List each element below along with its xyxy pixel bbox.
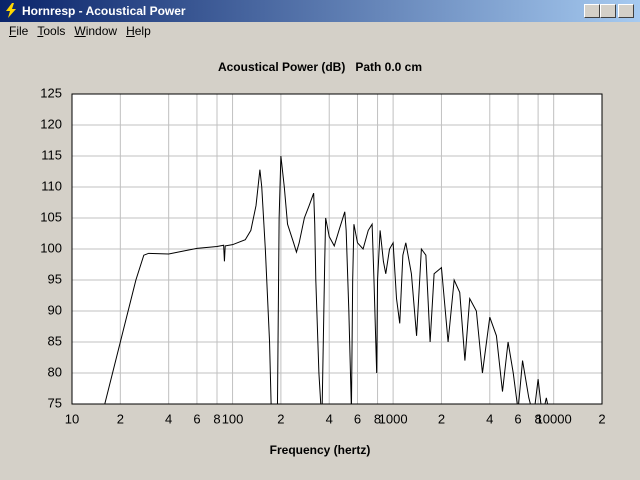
data-line <box>104 155 549 404</box>
close-button[interactable] <box>618 4 634 18</box>
x-tick-label: 1000 <box>379 411 408 426</box>
maximize-button[interactable] <box>600 4 616 18</box>
y-tick-label: 95 <box>48 271 62 286</box>
y-tick-label: 90 <box>48 302 62 317</box>
x-tick-label: 4 <box>486 411 493 426</box>
x-tick-label: 6 <box>514 411 521 426</box>
x-tick-label: 10000 <box>536 411 572 426</box>
y-tick-label: 120 <box>40 116 62 131</box>
x-tick-label: 8 <box>374 411 381 426</box>
y-tick-label: 125 <box>40 85 62 100</box>
x-tick-label: 6 <box>354 411 361 426</box>
plot-border <box>71 93 603 405</box>
x-tick-label: 6 <box>193 411 200 426</box>
x-tick-label: 100 <box>222 411 244 426</box>
x-tick-label: 4 <box>165 411 172 426</box>
menu-item[interactable]: Help <box>126 24 151 38</box>
window-title: Hornresp - Acoustical Power <box>22 4 186 18</box>
x-tick-label: 2 <box>438 411 445 426</box>
menu-item[interactable]: Tools <box>37 24 66 38</box>
x-tick-label: 8 <box>213 411 220 426</box>
y-tick-label: 115 <box>41 147 62 162</box>
y-tick-label: 80 <box>48 364 62 379</box>
plot-area <box>72 94 602 404</box>
x-tick-label: 10 <box>65 411 79 426</box>
x-axis-label: Frequency (hertz) <box>270 443 371 457</box>
y-tick-label: 105 <box>40 209 62 224</box>
x-tick-label: 2 <box>117 411 124 426</box>
title-bar: Hornresp - Acoustical Power <box>0 0 640 22</box>
x-tick-label: 2 <box>598 411 605 426</box>
x-tick-label: 4 <box>326 411 333 426</box>
y-tick-label: 75 <box>48 395 62 410</box>
y-tick-label: 110 <box>41 178 62 193</box>
x-tick-label: 2 <box>277 411 284 426</box>
minimize-button[interactable] <box>584 4 600 18</box>
y-tick-label: 100 <box>40 240 62 255</box>
app-icon <box>6 3 16 18</box>
x-tick-label: 8 <box>534 411 541 426</box>
menu-item[interactable]: File <box>9 24 29 38</box>
y-tick-label: 85 <box>48 333 62 348</box>
chart-title: Acoustical Power (dB) Path 0.0 cm <box>218 60 422 74</box>
menu-bar: File Tools Window Help <box>0 22 640 40</box>
menu-item[interactable]: Window <box>74 24 118 38</box>
